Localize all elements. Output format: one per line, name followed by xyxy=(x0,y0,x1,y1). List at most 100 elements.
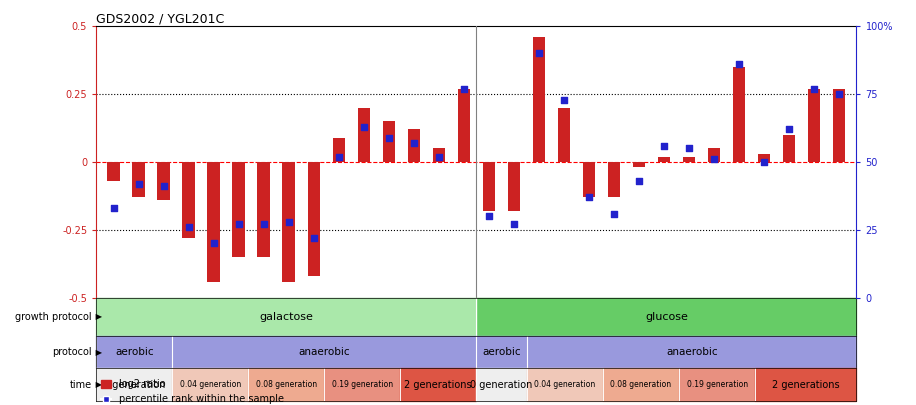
Bar xyxy=(400,369,476,401)
Bar xyxy=(248,369,324,401)
Bar xyxy=(583,162,595,197)
Point xyxy=(507,221,521,228)
Text: 2 generations: 2 generations xyxy=(772,379,840,390)
Bar xyxy=(182,162,195,238)
Bar xyxy=(808,89,820,162)
Text: galactose: galactose xyxy=(259,312,313,322)
Bar xyxy=(507,162,520,211)
Point xyxy=(832,91,846,98)
Point xyxy=(682,145,696,152)
Point xyxy=(307,235,322,241)
Point xyxy=(232,221,246,228)
Text: 2 generations: 2 generations xyxy=(405,379,472,390)
Bar xyxy=(532,37,545,162)
Bar xyxy=(333,138,345,162)
Bar xyxy=(527,369,603,401)
Text: protocol: protocol xyxy=(52,347,92,357)
Point xyxy=(732,61,747,68)
Bar xyxy=(658,157,671,162)
Text: ▶: ▶ xyxy=(93,380,102,389)
Text: aerobic: aerobic xyxy=(483,347,521,357)
Point xyxy=(781,126,796,133)
Bar xyxy=(233,162,245,257)
Text: anaerobic: anaerobic xyxy=(299,347,350,357)
Legend: log2 ratio, percentile rank within the sample: log2 ratio, percentile rank within the s… xyxy=(101,379,284,404)
Text: 0.04 generation: 0.04 generation xyxy=(534,380,595,389)
Bar xyxy=(133,162,145,197)
Bar xyxy=(708,149,720,162)
Point xyxy=(157,183,171,190)
Point xyxy=(181,224,196,230)
Point xyxy=(757,159,771,165)
Point xyxy=(106,205,121,211)
Point xyxy=(606,211,621,217)
Bar xyxy=(733,67,746,162)
Bar xyxy=(633,162,645,168)
Bar xyxy=(607,162,620,197)
Text: growth protocol: growth protocol xyxy=(15,312,92,322)
Bar xyxy=(458,89,470,162)
Point xyxy=(431,153,446,160)
Point xyxy=(281,219,296,225)
Point xyxy=(557,96,572,103)
Text: ▶: ▶ xyxy=(93,347,102,356)
Text: 0.19 generation: 0.19 generation xyxy=(686,380,747,389)
Point xyxy=(631,178,646,184)
Point xyxy=(531,50,546,57)
Bar xyxy=(682,157,695,162)
Bar xyxy=(383,122,395,162)
Text: time: time xyxy=(70,379,92,390)
Bar xyxy=(476,336,527,369)
Bar xyxy=(755,369,856,401)
Bar xyxy=(833,89,845,162)
Bar xyxy=(408,130,420,162)
Point xyxy=(206,240,221,247)
Bar xyxy=(308,162,320,276)
Text: anaerobic: anaerobic xyxy=(666,347,717,357)
Bar xyxy=(432,149,445,162)
Bar xyxy=(96,369,172,401)
Point xyxy=(807,85,822,92)
Text: 0 generation: 0 generation xyxy=(471,379,533,390)
Bar xyxy=(96,336,172,369)
Point xyxy=(332,153,346,160)
Point xyxy=(131,181,146,187)
Bar xyxy=(527,336,856,369)
Point xyxy=(456,85,471,92)
Bar xyxy=(324,369,400,401)
Point xyxy=(256,221,271,228)
Bar xyxy=(476,369,527,401)
Bar xyxy=(357,108,370,162)
Bar xyxy=(96,298,476,336)
Point xyxy=(657,143,671,149)
Text: 0.19 generation: 0.19 generation xyxy=(332,380,393,389)
Bar xyxy=(172,336,476,369)
Bar xyxy=(158,162,170,200)
Bar xyxy=(782,135,795,162)
Bar xyxy=(603,369,679,401)
Bar xyxy=(257,162,270,257)
Point xyxy=(356,124,371,130)
Point xyxy=(706,156,721,162)
Point xyxy=(407,140,421,146)
Text: GDS2002 / YGL201C: GDS2002 / YGL201C xyxy=(96,12,224,25)
Bar xyxy=(107,162,120,181)
Bar xyxy=(282,162,295,281)
Text: aerobic: aerobic xyxy=(114,347,154,357)
Text: 0.04 generation: 0.04 generation xyxy=(180,380,241,389)
Bar xyxy=(679,369,755,401)
Text: 0 generation: 0 generation xyxy=(103,379,166,390)
Text: ▶: ▶ xyxy=(93,312,102,321)
Point xyxy=(582,194,596,200)
Bar xyxy=(483,162,495,211)
Point xyxy=(482,213,496,220)
Bar xyxy=(758,154,770,162)
Text: 0.08 generation: 0.08 generation xyxy=(610,380,671,389)
Text: glucose: glucose xyxy=(645,312,688,322)
Bar xyxy=(558,108,570,162)
Text: 0.08 generation: 0.08 generation xyxy=(256,380,317,389)
Bar xyxy=(476,298,856,336)
Bar xyxy=(172,369,248,401)
Bar xyxy=(207,162,220,281)
Point xyxy=(381,134,396,141)
